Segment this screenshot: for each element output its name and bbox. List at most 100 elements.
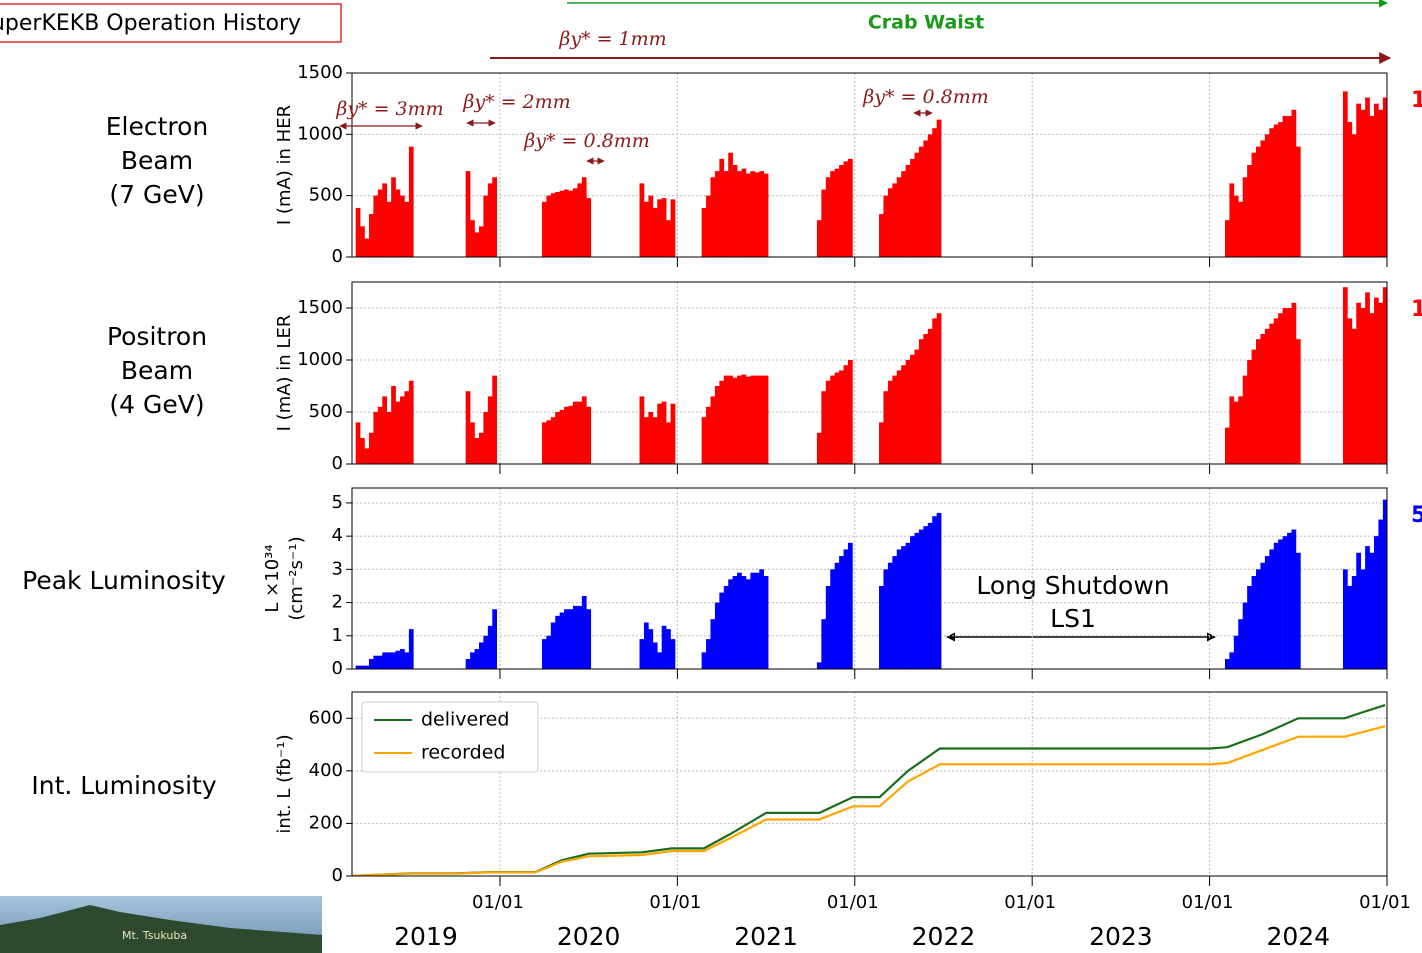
bar bbox=[483, 195, 489, 257]
bar bbox=[355, 665, 361, 669]
bar bbox=[670, 199, 676, 257]
bar bbox=[487, 396, 493, 464]
bar bbox=[910, 536, 915, 669]
bar bbox=[483, 635, 489, 669]
y-tick-label: 1500 bbox=[297, 62, 343, 83]
bar bbox=[1260, 562, 1266, 669]
bar bbox=[839, 556, 844, 669]
bar bbox=[754, 375, 760, 464]
bar bbox=[1373, 103, 1379, 257]
bar bbox=[728, 375, 733, 464]
bar bbox=[1360, 109, 1366, 257]
bar bbox=[639, 183, 645, 257]
bar bbox=[408, 629, 414, 669]
bar bbox=[1233, 195, 1239, 257]
bar bbox=[843, 365, 849, 464]
bar bbox=[1269, 549, 1275, 669]
bar bbox=[710, 177, 716, 257]
bar bbox=[1356, 552, 1361, 669]
bar bbox=[550, 417, 556, 464]
bar bbox=[1247, 165, 1252, 257]
edge-label: 1 bbox=[1411, 297, 1422, 322]
bar bbox=[470, 422, 475, 464]
bar bbox=[670, 403, 676, 464]
bar bbox=[821, 189, 827, 257]
bar bbox=[1378, 302, 1384, 464]
edge-label: 1 bbox=[1411, 88, 1422, 113]
bar bbox=[360, 665, 365, 669]
bar bbox=[719, 158, 725, 257]
panel-label: Beam bbox=[121, 146, 193, 175]
logo-text: Mt. Tsukuba bbox=[122, 929, 187, 942]
bar bbox=[887, 188, 893, 257]
bar bbox=[382, 183, 388, 257]
bar bbox=[643, 417, 649, 464]
bar bbox=[901, 546, 906, 669]
bar bbox=[706, 639, 711, 669]
bar bbox=[572, 188, 578, 257]
bar bbox=[657, 403, 662, 464]
bar bbox=[382, 396, 388, 464]
bar bbox=[550, 622, 556, 669]
bar bbox=[1287, 308, 1292, 464]
bar bbox=[883, 391, 889, 464]
bar bbox=[883, 569, 889, 669]
bar bbox=[1356, 103, 1361, 257]
bar bbox=[564, 406, 569, 464]
bar bbox=[923, 526, 929, 669]
bar bbox=[1351, 134, 1357, 257]
bar bbox=[936, 313, 942, 464]
bar bbox=[586, 198, 592, 257]
bar bbox=[1365, 97, 1370, 257]
bar bbox=[1347, 122, 1353, 257]
x-tick-label: 01/01 bbox=[1359, 892, 1411, 913]
bar bbox=[745, 579, 751, 669]
panel-label: Peak Luminosity bbox=[22, 566, 226, 595]
bar bbox=[701, 207, 707, 257]
bar bbox=[923, 334, 929, 464]
plot-area bbox=[355, 91, 1387, 257]
bar bbox=[1242, 177, 1248, 257]
bar bbox=[386, 412, 392, 464]
bar bbox=[666, 629, 671, 669]
bar bbox=[910, 354, 915, 464]
bar bbox=[364, 448, 370, 464]
edge-label: 5 bbox=[1411, 503, 1422, 528]
bar bbox=[1238, 201, 1244, 257]
y-tick-label: 1 bbox=[332, 625, 343, 646]
bar bbox=[670, 639, 676, 669]
bar bbox=[843, 549, 849, 669]
bar bbox=[883, 195, 889, 257]
bar bbox=[887, 380, 893, 464]
bar bbox=[723, 375, 729, 464]
bar bbox=[373, 195, 379, 257]
bar bbox=[474, 438, 480, 464]
beta-label: βy* = 3mm bbox=[335, 98, 443, 120]
bar bbox=[901, 171, 906, 257]
bar bbox=[1295, 146, 1301, 257]
bar bbox=[661, 401, 667, 464]
bar bbox=[905, 165, 911, 257]
title-box bbox=[0, 3, 342, 43]
bar bbox=[541, 639, 547, 669]
bar bbox=[559, 612, 565, 669]
bar bbox=[400, 195, 405, 257]
bar bbox=[1229, 183, 1235, 257]
bar bbox=[843, 161, 849, 257]
bar bbox=[1365, 546, 1370, 669]
bar bbox=[492, 375, 498, 464]
bar bbox=[1242, 602, 1248, 669]
bar bbox=[404, 652, 410, 669]
bar bbox=[763, 173, 769, 257]
bar bbox=[1238, 396, 1244, 464]
plot-area bbox=[355, 287, 1387, 464]
bar bbox=[892, 183, 898, 257]
bar bbox=[643, 622, 649, 669]
bar bbox=[1291, 109, 1297, 257]
bar bbox=[492, 609, 498, 669]
bar bbox=[559, 409, 565, 464]
bar bbox=[1233, 635, 1239, 669]
bar bbox=[1282, 308, 1288, 464]
bar bbox=[825, 380, 831, 464]
bar bbox=[732, 576, 738, 669]
